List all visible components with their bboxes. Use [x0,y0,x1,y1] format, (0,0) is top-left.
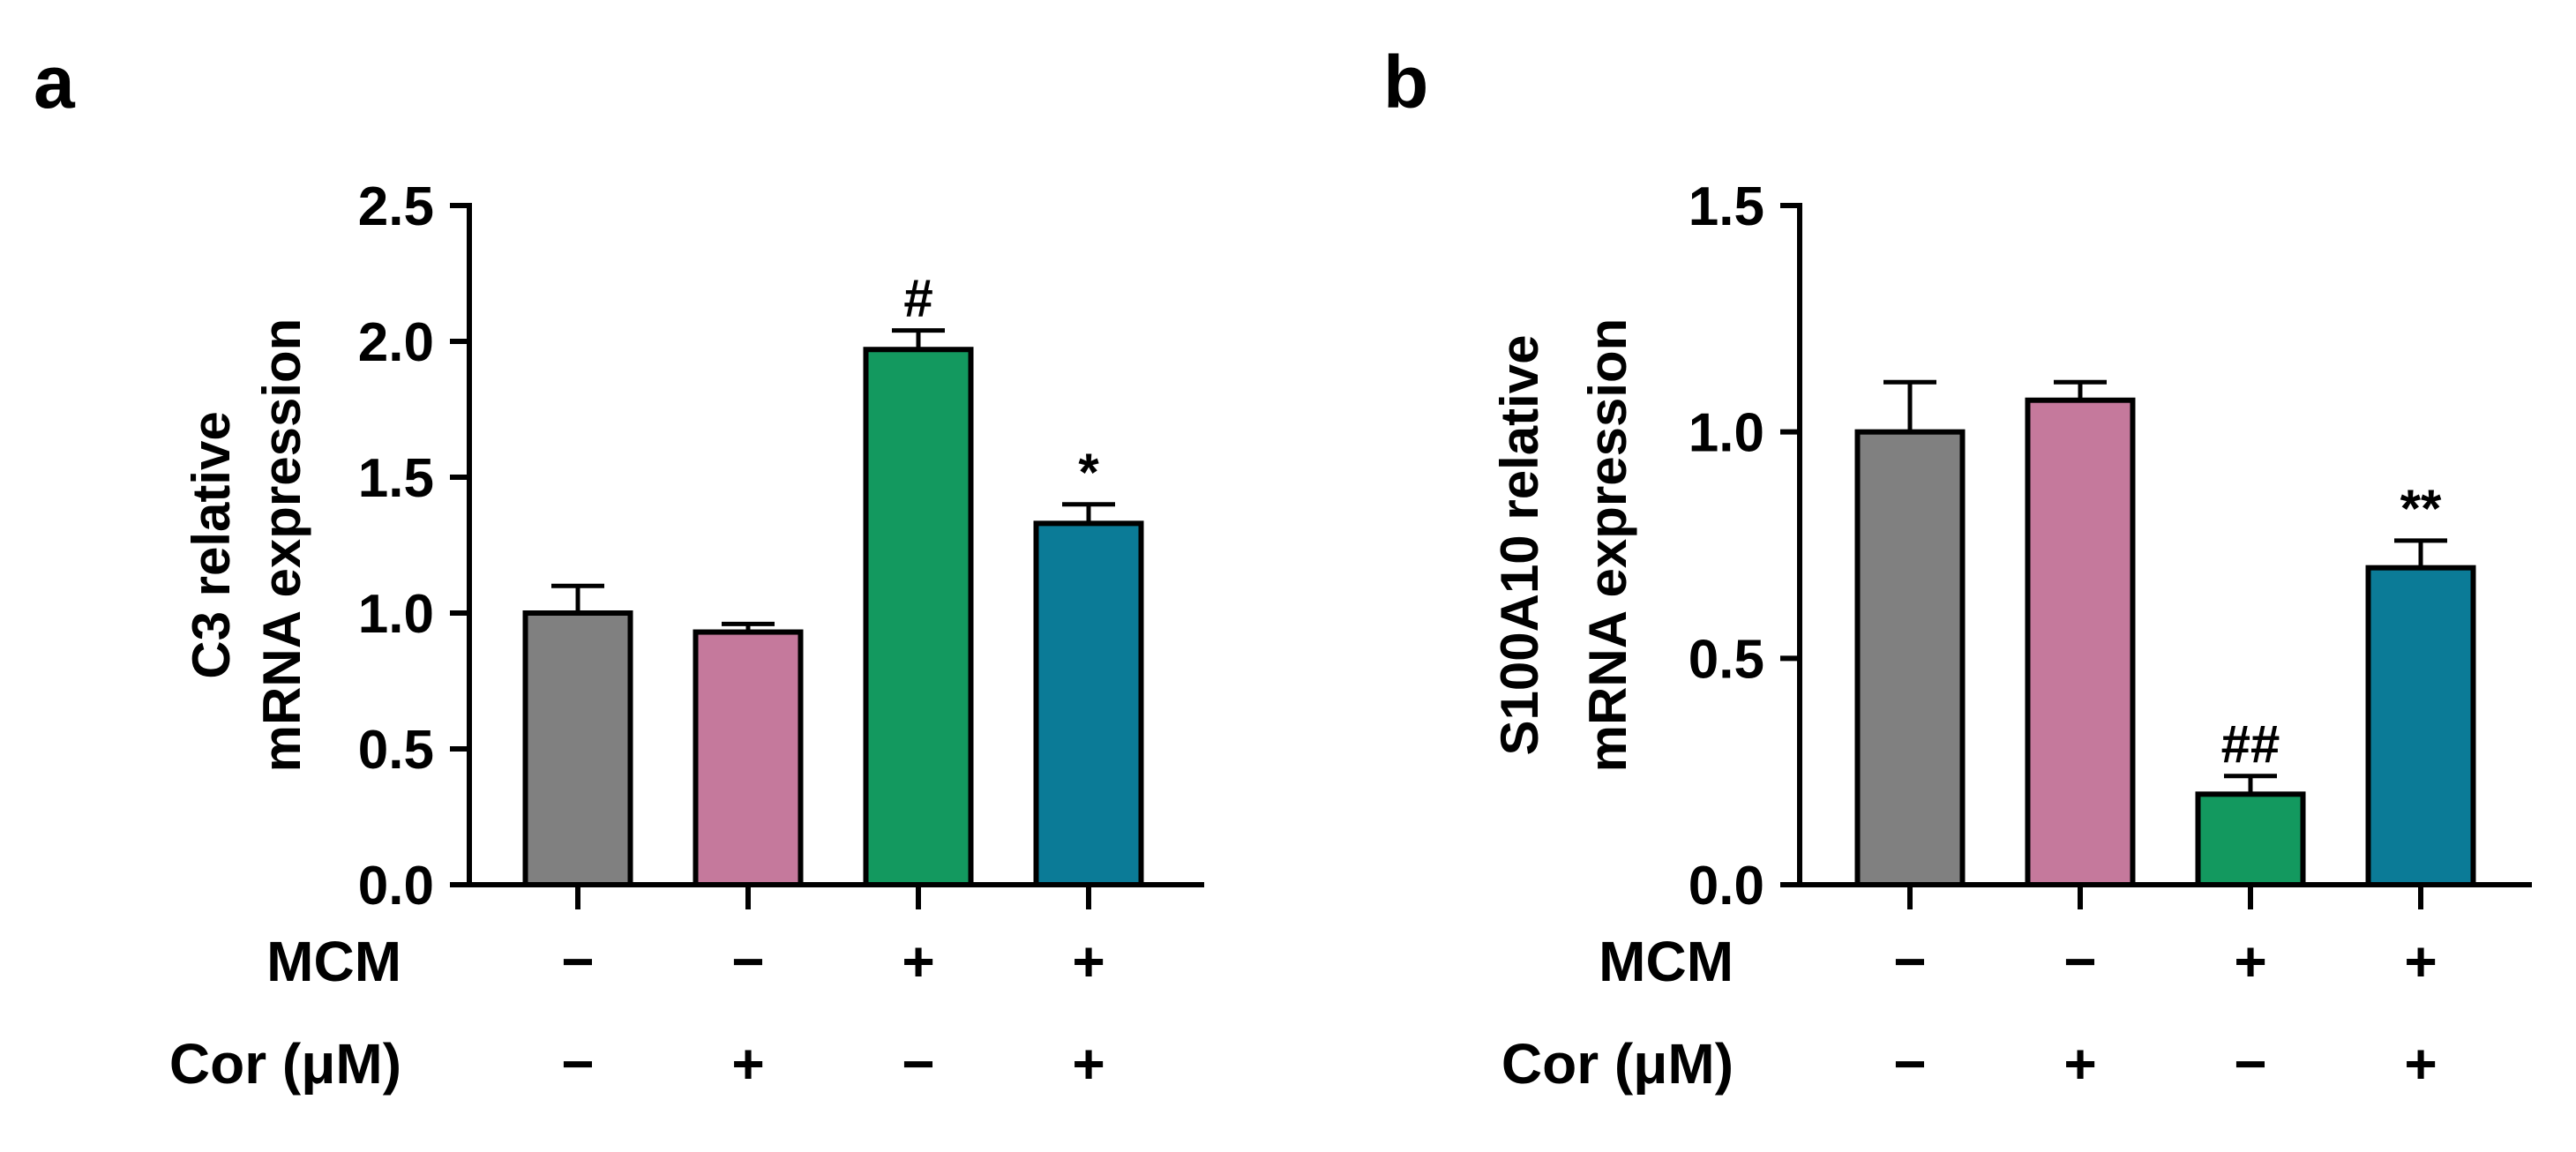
y-tick-label: 2.5 [358,176,434,237]
y-axis-label: mRNA expression [252,318,311,773]
y-tick-label: 1.0 [1689,403,1764,464]
bar [2025,397,2136,887]
bar [1854,429,1966,887]
condition-sign: − [731,930,764,993]
condition-sign: − [1893,930,1926,993]
y-axis-label: mRNA expression [1578,318,1637,773]
condition-sign: − [902,1032,934,1096]
significance-annotation: * [1078,443,1099,502]
condition-sign: + [902,930,934,993]
condition-sign: + [2404,1032,2437,1096]
y-tick-label: 2.0 [358,312,434,373]
significance-annotation: ## [2221,714,2280,774]
y-tick-label: 1.0 [358,584,434,645]
y-tick-label: 0.0 [358,856,434,916]
condition-sign: + [1072,930,1105,993]
condition-sign: + [2404,930,2437,993]
condition-sign: − [1893,1032,1926,1096]
y-tick-label: 1.5 [358,448,434,509]
condition-label: MCM [266,930,401,993]
panel-a-letter: a [34,41,76,123]
y-tick-label: 0.0 [1689,856,1764,916]
y-tick-label: 0.5 [358,720,434,781]
condition-sign: − [561,930,594,993]
bar [2195,791,2306,887]
condition-sign: − [2234,1032,2266,1096]
bar [522,610,633,887]
condition-sign: − [2063,930,2096,993]
significance-annotation: ** [2400,479,2442,538]
condition-label: Cor (μM) [1501,1032,1734,1096]
significance-annotation: # [903,269,932,328]
y-axis-label: C3 relative [182,411,241,679]
y-tick-label: 0.5 [1689,629,1764,690]
condition-sign: − [561,1032,594,1096]
bar [1033,520,1144,887]
condition-sign: + [1072,1032,1105,1096]
condition-label: MCM [1599,930,1734,993]
condition-sign: + [2234,930,2266,993]
bar [2365,565,2476,888]
bar [693,629,804,887]
condition-sign: + [2063,1032,2096,1096]
condition-label: Cor (μM) [169,1032,401,1096]
condition-sign: + [731,1032,764,1096]
y-tick-label: 1.5 [1689,176,1764,237]
panel-b-letter: b [1383,41,1428,123]
panel-a: a C3 relative mRNA expression 0.0 0.5 1.0 1.5… [34,41,1204,1096]
y-axis-label: S100A10 relative [1490,334,1549,755]
bar [863,347,974,887]
panel-b: b S100A10 relative mRNA expression 0.0 0.5 1… [1383,41,2532,1096]
